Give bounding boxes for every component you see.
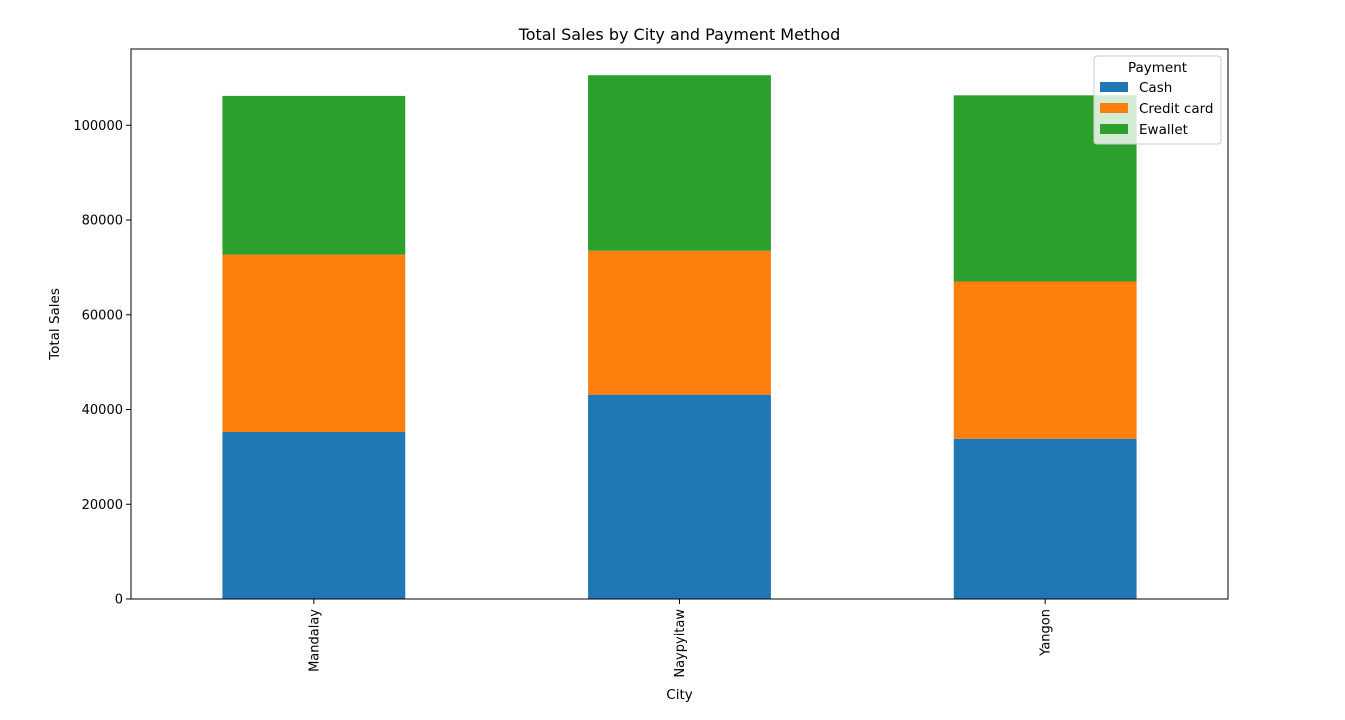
legend-swatch-credit-card [1100, 103, 1128, 113]
legend-swatch-ewallet [1100, 124, 1128, 134]
y-tick-label: 0 [115, 593, 123, 608]
bar-yangon-cash [953, 438, 1137, 599]
legend-swatch-cash [1100, 82, 1128, 92]
x-tick-label-mandalay: Mandalay [307, 609, 322, 672]
y-tick-label: 60000 [82, 308, 123, 323]
x-tick-label-naypyitaw: Naypyitaw [673, 609, 688, 678]
y-tick-label: 100000 [73, 119, 123, 134]
bar-mandalay-ewallet [222, 95, 406, 255]
bar-naypyitaw-ewallet [588, 75, 771, 251]
legend: Payment Cash Credit card Ewallet [1093, 55, 1222, 145]
x-axis-label: City [666, 687, 692, 703]
legend-box [1093, 55, 1222, 145]
bars-layer [222, 75, 1137, 599]
legend-label-cash: Cash [1139, 80, 1172, 96]
y-axis-label: Total Sales [47, 288, 63, 361]
legend-label-ewallet: Ewallet [1139, 122, 1188, 138]
bar-naypyitaw-credit-card [588, 250, 771, 395]
legend-label-credit-card: Credit card [1139, 101, 1213, 117]
legend-title: Payment [1128, 60, 1187, 76]
y-tick-label: 40000 [82, 403, 123, 418]
y-tick-label: 80000 [82, 214, 123, 229]
x-axis: Mandalay Naypyitaw Yangon [307, 599, 1054, 678]
y-axis: 0 20000 40000 60000 80000 100000 [73, 119, 131, 608]
y-tick-label: 20000 [82, 498, 123, 513]
x-tick-label-yangon: Yangon [1039, 609, 1054, 657]
bar-naypyitaw-cash [588, 394, 771, 599]
chart-title: Total Sales by City and Payment Method [518, 25, 841, 44]
bar-yangon-credit-card [953, 281, 1137, 439]
bar-mandalay-credit-card [222, 254, 406, 433]
bar-mandalay-cash [222, 432, 406, 599]
